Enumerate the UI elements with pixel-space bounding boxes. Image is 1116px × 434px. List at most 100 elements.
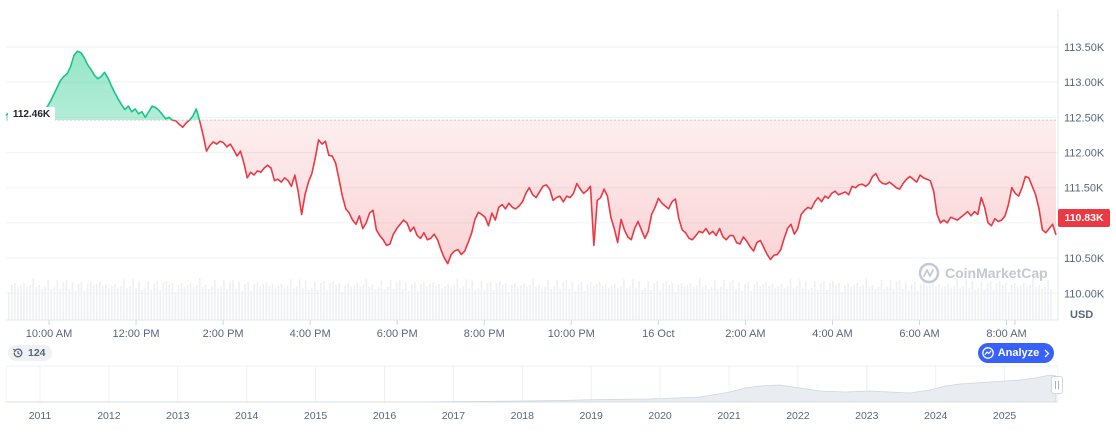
volume-bar: [938, 284, 940, 320]
volume-bar: [953, 286, 955, 320]
volume-bar: [253, 284, 256, 320]
volume-bar: [410, 284, 413, 320]
volume-bar: [65, 280, 68, 320]
volume-bar: [462, 286, 465, 320]
volume-bar: [320, 283, 322, 320]
volume-bar: [817, 290, 819, 320]
volume-bar: [95, 284, 98, 320]
volume-bar: [268, 286, 271, 320]
volume-bar: [744, 284, 746, 320]
volume-bar: [598, 282, 601, 320]
volume-bar: [774, 288, 777, 320]
navigator-year-label: 2015: [304, 410, 328, 422]
volume-bar: [77, 284, 80, 320]
navigator-year-label: 2020: [648, 410, 672, 422]
volume-bar: [923, 282, 925, 320]
volume-bar: [59, 289, 62, 320]
volume-bar: [220, 287, 222, 320]
volume-bar: [211, 287, 213, 320]
currency-label: USD: [1070, 309, 1094, 321]
volume-bar: [880, 280, 883, 320]
navigator-year-label: 2023: [855, 410, 879, 422]
volume-bar: [632, 279, 634, 320]
x-tick-label: 2:00 AM: [725, 328, 765, 340]
navigator-year-label: 2012: [97, 410, 121, 422]
volume-bar: [732, 280, 734, 320]
volume-bar: [14, 283, 16, 320]
volume-bar: [207, 289, 210, 320]
volume-bar: [898, 280, 901, 320]
volume-bar: [426, 286, 428, 320]
volume-bar: [920, 284, 922, 320]
volume-bar: [932, 282, 934, 320]
volume-bar: [1041, 289, 1043, 320]
history-button[interactable]: 124: [8, 345, 52, 361]
volume-bar: [177, 285, 180, 320]
volume-bar: [692, 287, 695, 320]
volume-bar: [759, 286, 762, 320]
volume-bar: [150, 290, 153, 320]
volume-bar: [392, 289, 395, 320]
volume-bar: [26, 287, 28, 320]
volume-bar: [438, 284, 440, 320]
volume-bar: [83, 291, 86, 320]
volume-bar: [241, 291, 243, 320]
volume-bar: [398, 280, 401, 320]
volume-bar: [362, 285, 365, 320]
volume-bar: [326, 290, 328, 320]
volume-bar: [289, 279, 292, 320]
volume-bar: [944, 286, 946, 320]
volume-bar: [850, 287, 852, 320]
volume-bar: [862, 285, 865, 320]
volume-bar: [223, 280, 225, 320]
y-tick-label: 110.50K: [1064, 253, 1105, 265]
x-tick-label: 2:00 PM: [203, 328, 244, 340]
volume-bar: [801, 288, 804, 320]
volume-bar: [1035, 287, 1037, 320]
navigator-drag-handle[interactable]: [1051, 376, 1063, 394]
volume-bar: [265, 282, 268, 320]
volume-bar: [20, 285, 22, 320]
volume-bar: [713, 280, 716, 320]
volume-bar: [553, 287, 555, 320]
volume-bar: [541, 289, 543, 320]
volume-bar: [365, 278, 368, 320]
volume-bar: [117, 288, 119, 320]
volume-bar: [529, 285, 531, 320]
volume-bar: [810, 288, 813, 320]
volume-bar: [910, 284, 913, 320]
volume-bar: [132, 279, 134, 320]
volume-bar: [635, 288, 637, 320]
volume-bar: [295, 286, 298, 320]
volume-bar: [498, 281, 501, 320]
navigator[interactable]: 2011 2012 2013 2014 2015 2016 2017 2018 2019 2020…: [5, 365, 1059, 422]
analyze-button[interactable]: Analyze: [978, 343, 1054, 363]
volume-bar: [701, 287, 704, 320]
volume-bar: [647, 281, 649, 320]
volume-bar: [335, 285, 337, 320]
navigator-year-label: 2017: [442, 410, 466, 422]
volume-bar: [368, 287, 371, 320]
volume-bar: [486, 283, 489, 320]
volume-bar: [662, 283, 665, 320]
volume-bar: [271, 284, 274, 320]
volume-bar: [353, 285, 356, 320]
volume-bar: [747, 282, 749, 320]
volume-bar: [756, 282, 759, 320]
reference-price-badge: 112.46K: [8, 107, 55, 122]
volume-bar: [120, 286, 122, 320]
volume-bar: [1047, 280, 1049, 320]
volume-bar: [844, 285, 846, 320]
volume-bar: [753, 284, 755, 320]
volume-bar: [401, 289, 404, 320]
volume-bar: [111, 286, 113, 320]
volume-bar: [183, 287, 186, 320]
volume-bar: [262, 284, 265, 320]
volume-bar: [126, 288, 128, 320]
price-line-down: [171, 120, 1057, 265]
navigator-year-label: 2021: [717, 410, 741, 422]
volume-bar: [889, 280, 892, 320]
volume-bar: [762, 284, 765, 320]
volume-bar: [226, 289, 228, 320]
